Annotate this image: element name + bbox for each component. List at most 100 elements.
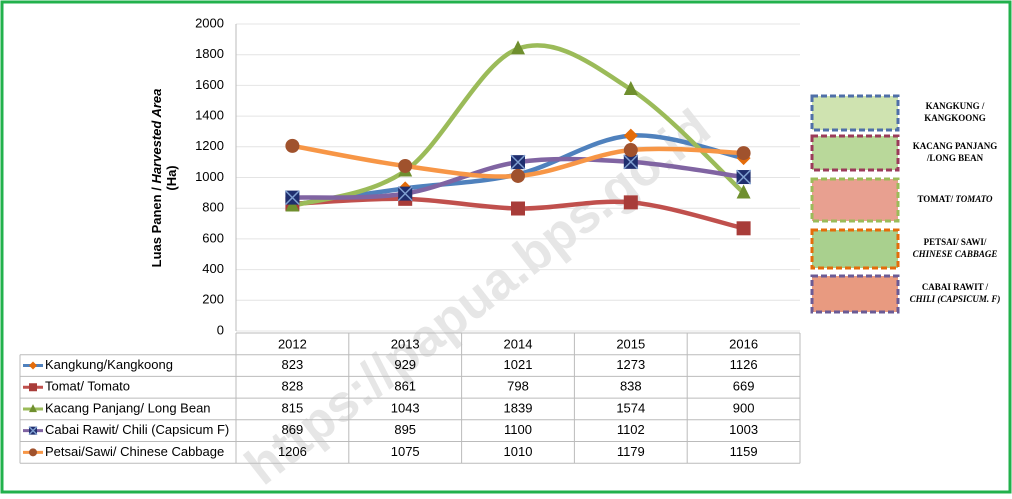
table-value: 1100 [504,422,532,437]
picture-label-part: TOMAT/ [917,194,955,204]
picture-label-line: CABAI RAWIT / [922,282,989,292]
table-value: 1126 [730,357,758,372]
legend-label: Kangkung/Kangkoong [45,357,173,372]
picture-label-part: TOMATO [955,194,993,204]
picture-box [810,228,900,270]
marker [736,146,751,161]
picture-label-line: KACANG PANJANG [913,141,998,151]
picture-label-line: CHINESE CABBAGE [913,249,998,259]
y-tick-label: 1000 [195,169,224,184]
legend-marker [29,404,37,413]
legend-label: Kacang Panjang/ Long Bean [45,400,211,415]
picture-box [810,274,900,314]
picture-box [810,94,900,132]
picture-label-part: KANGKOONG [924,113,986,123]
picture-label: PETSAI/ SAWI/CHINESE CABBAGE [913,237,998,259]
legend-label: Tomat/ Tomato [45,379,130,394]
table-value: 929 [394,357,416,372]
table-value: 823 [282,357,304,372]
table-value: 1010 [504,444,533,459]
picture-label-line: TOMAT/ TOMATO [917,194,993,204]
table-value: 900 [733,400,755,415]
marker [736,169,752,185]
legend-label: Petsai/Sawi/ Chinese Cabbage [45,444,224,459]
table-value: 1102 [617,422,645,437]
picture-box [810,177,900,223]
y-tick-label: 200 [202,292,224,307]
marker [284,190,300,206]
y-tick-label: 1400 [195,108,224,123]
y-tick-label: 1200 [195,138,224,153]
legend-marker [29,383,37,392]
y-axis-label: Luas Panen / Harvested Area(Ha) [149,89,179,268]
marker [511,201,525,216]
picture-label-part: CABAI RAWIT / [922,282,989,292]
table-value: 798 [507,379,529,394]
picture-label-line: CHILI (CAPSICUM. F) [910,294,1001,304]
table-value: 1574 [616,400,645,415]
y-label-part: Harvested Area [149,89,164,184]
x-tick-label: 2012 [278,336,307,351]
legend-marker [29,361,37,370]
picture-label-line: KANGKOONG [924,113,986,123]
picture-label-part: KANGKUNG / [926,101,985,111]
picture-label-line: KANGKUNG / [926,101,985,111]
marker [511,40,525,55]
x-tick-label: 2016 [729,336,758,351]
legend-marker [29,448,37,457]
legend-marker [28,426,38,436]
picture-label-part: /LONG BEAN [926,153,984,163]
marker-x [284,190,300,206]
marker [623,128,638,143]
picture-label: KANGKUNG / KANGKOONG [924,101,986,123]
table-value: 1839 [504,400,533,415]
picture-label-line: /LONG BEAN [926,153,984,163]
table-value: 861 [394,379,416,394]
table-value: 815 [282,400,304,415]
legend-label: Cabai Rawit/ Chili (Capsicum F) [45,422,229,437]
marker [510,154,526,170]
y-tick-label: 400 [202,261,224,276]
y-tick-label: 1600 [195,77,224,92]
table-value: 1043 [391,400,420,415]
y-tick-label: 800 [202,200,224,215]
picture-label-line: PETSAI/ SAWI/ [924,237,987,247]
picture-label-part: CHILI (CAPSICUM. F) [910,294,1001,304]
picture-box [810,134,900,172]
picture-label-part: PETSAI/ SAWI/ [924,237,987,247]
marker-x [510,154,526,170]
x-tick-label: 2015 [616,336,645,351]
marker [398,158,413,173]
table-value: 1159 [730,444,758,459]
table-value: 838 [620,379,642,394]
table-value: 869 [282,422,304,437]
picture-label-part: KACANG PANJANG [913,141,998,151]
marker [736,184,751,199]
marker [736,221,751,236]
y-tick-label: 2000 [195,15,224,30]
table-value: 1075 [391,444,420,459]
y-tick-label: 1800 [195,46,224,61]
table-value: 895 [394,422,416,437]
y-label-part: Luas Panen / [149,184,164,268]
table-value: 1206 [278,444,307,459]
picture-label: KACANG PANJANG/LONG BEAN [913,141,998,163]
marker [623,154,639,170]
picture-label: TOMAT/ TOMATO [917,194,993,204]
marker [397,186,413,202]
marker-x [28,426,38,436]
y-tick-label: 600 [202,230,224,245]
picture-label: CABAI RAWIT / CHILI (CAPSICUM. F) [910,282,1001,304]
y-tick-label: 0 [217,322,224,337]
marker [623,80,638,95]
table-value: 1003 [729,422,758,437]
marker [285,138,300,153]
table-value: 1179 [617,444,645,459]
table-value: 1273 [616,357,645,372]
picture-label-part: CHINESE CABBAGE [913,249,998,259]
x-tick-label: 2013 [391,336,420,351]
x-tick-label: 2014 [504,336,533,351]
table-value: 669 [733,379,755,394]
marker [623,195,638,210]
